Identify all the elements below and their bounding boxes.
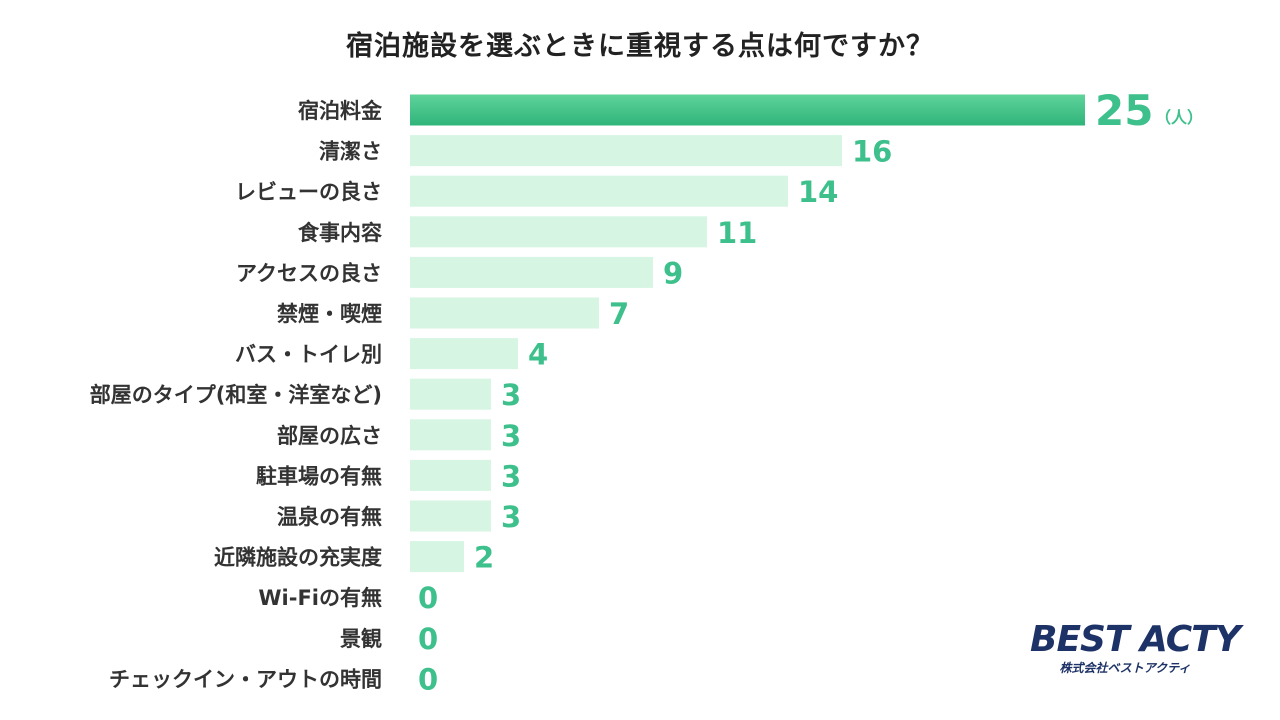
category-label: 部屋の広さ [277, 424, 382, 448]
category-label: 駐車場の有無 [256, 464, 382, 488]
bar [410, 338, 518, 370]
value-label: 3 [501, 419, 521, 453]
value-label: 9 [663, 256, 683, 290]
category-label: 部屋のタイプ(和室・洋室など) [90, 383, 382, 407]
bar [410, 500, 491, 532]
category-label: アクセスの良さ [236, 261, 382, 285]
category-label: 景観 [340, 627, 382, 651]
category-label: 近隣施設の充実度 [214, 546, 382, 570]
company-logo: BEST ACTY 株式会社ベストアクティ [1030, 619, 1241, 676]
category-label: 食事内容 [298, 221, 382, 245]
bar [410, 135, 842, 167]
value-label: 3 [501, 500, 521, 534]
bar [410, 256, 653, 288]
value-label: 7 [609, 297, 629, 331]
bar [410, 541, 464, 573]
bar [410, 94, 1085, 126]
category-label: 宿泊料金 [298, 99, 383, 123]
unit-label: （人） [1155, 108, 1203, 127]
value-label: 0 [418, 581, 438, 615]
value-label: 11 [717, 216, 757, 250]
value-label: 4 [528, 338, 548, 372]
category-label: Wi-Fiの有無 [258, 586, 382, 610]
category-label: 禁煙・喫煙 [277, 302, 382, 326]
bar [410, 459, 491, 491]
value-label: 25 [1095, 86, 1153, 135]
value-label: 0 [418, 622, 438, 656]
category-label: レビューの良さ [235, 180, 382, 204]
value-label: 2 [474, 541, 494, 575]
bar [410, 297, 599, 329]
value-label: 0 [418, 662, 438, 696]
value-label: 16 [852, 135, 892, 169]
value-label: 14 [798, 175, 838, 209]
logo-wordmark: BEST ACTY [1030, 619, 1241, 660]
category-label: バス・トイレ別 [235, 343, 382, 367]
bars-layer: 宿泊料金 25 （人） 清潔さ 16 レビューの良さ 14 食事内容 11 アクセスの良さ 9 禁煙・… [90, 86, 1203, 696]
category-label: 温泉の有無 [277, 505, 382, 529]
bar [410, 216, 707, 248]
category-label: チェックイン・アウトの時間 [109, 667, 382, 691]
bar [410, 419, 491, 451]
logo-subtitle: 株式会社ベストアクティ [1059, 661, 1191, 675]
bar [410, 175, 788, 207]
category-label: 清潔さ [319, 140, 382, 164]
bar [410, 378, 491, 410]
value-label: 3 [501, 378, 521, 412]
chart-title: 宿泊施設を選ぶときに重視する点は何ですか？ [346, 31, 934, 62]
value-label: 3 [501, 459, 521, 493]
